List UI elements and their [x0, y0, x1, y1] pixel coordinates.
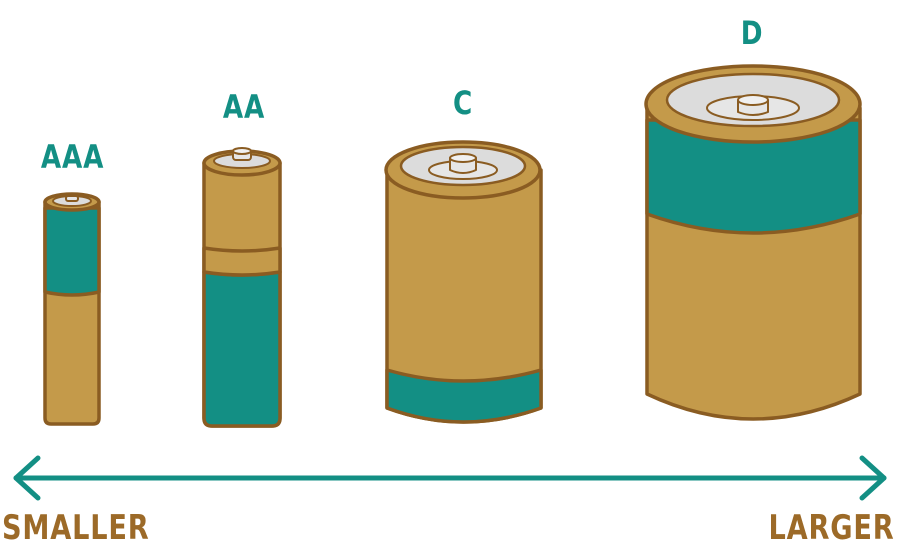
battery-label-aa: AA — [222, 88, 266, 126]
scale-label-smaller: SMALLER — [2, 508, 150, 548]
battery-aaa — [43, 192, 101, 426]
battery-label-aaa: AAA — [40, 138, 105, 176]
battery-c — [384, 140, 543, 424]
battery-label-d: D — [740, 14, 764, 52]
battery-d — [644, 64, 862, 421]
size-scale-arrow — [13, 455, 887, 501]
battery-aa — [202, 147, 282, 428]
battery-label-c: C — [452, 84, 474, 122]
scale-label-larger: LARGER — [768, 508, 894, 548]
